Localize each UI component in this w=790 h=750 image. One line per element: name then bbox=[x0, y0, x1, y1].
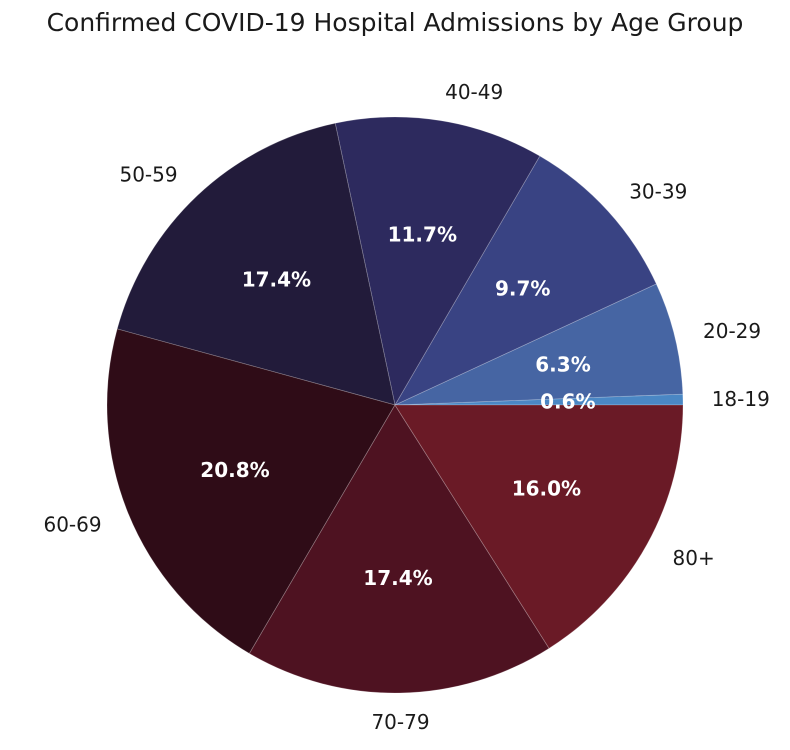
pie-slice-50-59 bbox=[116, 122, 396, 406]
pie-slice-18-19 bbox=[394, 393, 684, 406]
pie-percent-label: 16.0% bbox=[512, 476, 581, 500]
pie-category-label: 40-49 bbox=[445, 80, 503, 104]
chart-title: Confirmed COVID-19 Hospital Admissions b… bbox=[46, 8, 744, 37]
pie-slice-40-49 bbox=[334, 116, 541, 407]
pie-category-label: 50-59 bbox=[119, 163, 177, 187]
pie-category-label: 18-19 bbox=[712, 387, 770, 411]
pie-category-label: 80+ bbox=[673, 546, 715, 570]
pie-category-labels: 18-19 20-29 30-39 40-49 50-59 60-69 70-79 80+ bbox=[43, 80, 769, 734]
pie-category-label: 60-69 bbox=[43, 513, 101, 537]
pie-slice-30-39 bbox=[394, 155, 657, 406]
pie-category-label: 30-39 bbox=[629, 180, 687, 204]
pie-slice-20-29 bbox=[394, 283, 684, 406]
pie-percent-label: 9.7% bbox=[495, 277, 550, 301]
pie-category-label: 70-79 bbox=[371, 710, 429, 734]
pie-percent-label: 11.7% bbox=[388, 222, 457, 246]
pie-percent-label: 17.4% bbox=[242, 267, 311, 291]
pie-percent-labels: 0.6% 6.3% 9.7% 11.7% 17.4% 20.8% 17.4% 16.0% bbox=[200, 222, 595, 589]
pie-percent-label: 6.3% bbox=[535, 353, 590, 377]
pie-slice-70-79 bbox=[248, 404, 550, 694]
pie-slice-80+ bbox=[394, 404, 684, 649]
pie-percent-label: 17.4% bbox=[363, 566, 432, 590]
pie-slice-60-69 bbox=[106, 328, 396, 655]
pie-percent-label: 0.6% bbox=[540, 390, 595, 414]
pie-slices bbox=[106, 116, 684, 694]
pie-category-label: 20-29 bbox=[703, 319, 761, 343]
pie-percent-label: 20.8% bbox=[200, 458, 269, 482]
